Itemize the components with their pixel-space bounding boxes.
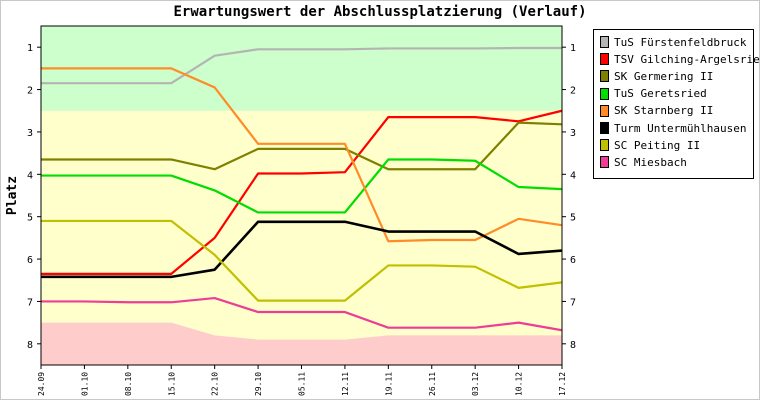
series-line: [41, 296, 563, 332]
x-tick-label: 10.12: [515, 372, 524, 396]
x-tick-label: 05.11: [298, 372, 307, 396]
y-tick-label: 5: [570, 213, 576, 224]
legend-swatch: [600, 53, 609, 66]
legend-item: TuS Geretsried: [600, 87, 707, 101]
legend-item: SK Starnberg II: [600, 104, 713, 118]
legend-item: SK Germering II: [600, 69, 713, 83]
y-tick-label: 6: [570, 255, 576, 266]
legend-item: SC Peiting II: [600, 138, 700, 152]
y-tick-label: 3: [570, 128, 576, 139]
series-line: [41, 109, 563, 275]
legend-swatch: [600, 156, 609, 169]
axes: 1 1 2 2 3 3 4 4 5 5 6 6 7 7 8 8 24.09 01.10 08.10 15.10 22.1…: [27, 25, 576, 396]
series-line: [41, 67, 563, 243]
y-tick-label: 7: [27, 297, 33, 308]
y-tick-label: 6: [27, 255, 33, 266]
y-tick-label: 1: [27, 43, 33, 54]
y-tick-label: 4: [570, 170, 576, 181]
legend-label: TuS Geretsried: [614, 87, 707, 101]
legend-item: SC Miesbach: [600, 155, 687, 169]
x-tick-label: 12.11: [341, 372, 350, 396]
y-tick-label: 1: [570, 43, 576, 54]
series-line: [41, 121, 563, 171]
x-tick-label: 17.12: [558, 372, 567, 396]
x-tick-label: 01.10: [80, 372, 89, 396]
x-tick-label: 15.10: [167, 372, 176, 396]
plot-area: [41, 26, 563, 365]
x-tick-label: 29.10: [254, 372, 263, 396]
legend-swatch: [600, 36, 609, 48]
series-line: [41, 158, 563, 214]
legend-label: SK Germering II: [614, 69, 714, 83]
series-line: [41, 219, 563, 302]
y-tick-label: 8: [570, 340, 576, 351]
legend-swatch: [600, 70, 609, 83]
legend-item: TuS Fürstenfeldbruck: [600, 35, 746, 49]
y-tick-label: 5: [27, 213, 33, 224]
chart-title: Erwartungswert der Abschlussplatzierung …: [173, 4, 587, 20]
y-tick-label: 8: [27, 340, 33, 351]
legend-label: TSV Gilching-Argelsried: [614, 52, 760, 66]
x-tick-label: 26.11: [428, 372, 437, 396]
legend-item: Turm Untermühlhausen: [600, 121, 746, 135]
x-tick-label: 03.12: [471, 372, 480, 396]
legend: TuS Fürstenfeldbruck TSV Gilching-Argelsr…: [593, 29, 760, 179]
y-tick-label: 4: [27, 170, 33, 181]
legend-label: SC Miesbach: [614, 155, 687, 169]
legend-swatch: [600, 104, 609, 117]
legend-label: SK Starnberg II: [614, 104, 714, 118]
legend-label: TuS Fürstenfeldbruck: [614, 35, 747, 49]
legend-swatch: [600, 139, 609, 152]
series-line: [41, 220, 563, 279]
y-tick-label: 7: [570, 297, 576, 308]
y-axis-label: Platz: [5, 176, 20, 215]
series-line: [41, 46, 562, 85]
legend-swatch: [600, 87, 609, 100]
x-tick-label: 22.10: [211, 372, 220, 396]
promotion-zone: [41, 26, 562, 111]
y-tick-label: 3: [27, 128, 33, 139]
x-tick-label: 24.09: [37, 372, 46, 396]
legend-label: SC Peiting II: [614, 138, 701, 152]
legend-label: Turm Untermühlhausen: [614, 121, 747, 135]
y-tick-label: 2: [27, 86, 33, 97]
legend-swatch: [600, 122, 609, 134]
legend-item: TSV Gilching-Argelsried: [600, 52, 760, 66]
y-tick-label: 2: [570, 86, 576, 97]
x-tick-label: 19.11: [384, 372, 393, 396]
x-tick-label: 08.10: [124, 372, 133, 396]
relegation-zone: [41, 322, 562, 365]
